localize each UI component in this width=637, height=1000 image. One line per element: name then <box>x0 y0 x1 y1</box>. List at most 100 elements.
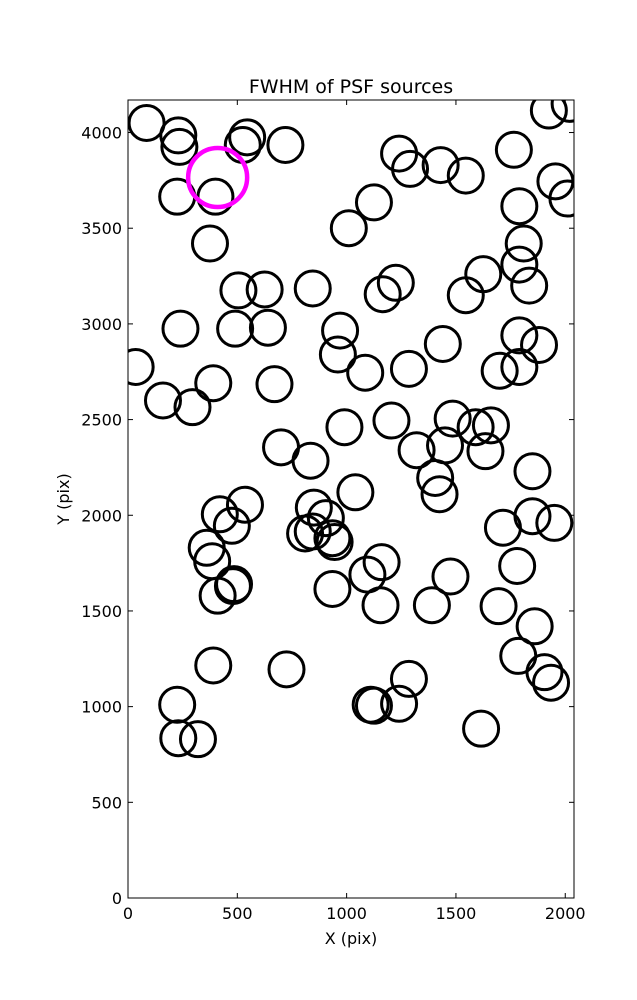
y-tick-label: 1000 <box>81 698 122 717</box>
source-marker-99 <box>389 659 428 698</box>
source-marker-44 <box>143 381 182 420</box>
source-marker-79 <box>313 569 352 608</box>
source-marker-45 <box>173 388 212 427</box>
source-marker-61 <box>513 452 552 491</box>
source-marker-83 <box>412 586 451 625</box>
plot-frame <box>127 99 575 899</box>
source-marker-39 <box>500 316 539 355</box>
source-marker-49 <box>372 401 411 440</box>
source-marker-89 <box>525 653 564 692</box>
source-marker-38 <box>423 324 462 363</box>
source-marker-36 <box>346 353 385 392</box>
data-points <box>128 100 574 759</box>
source-marker-14 <box>500 187 539 226</box>
y-tick-label: 0 <box>112 889 122 908</box>
y-tick-label: 1500 <box>81 602 122 621</box>
source-marker-69 <box>193 542 232 581</box>
source-marker-32 <box>216 309 255 348</box>
y-axis-label: Y (pix) <box>54 473 73 525</box>
source-marker-51 <box>456 408 495 447</box>
source-marker-33 <box>248 308 287 347</box>
source-marker-3 <box>228 118 267 157</box>
source-marker-27 <box>363 275 402 314</box>
source-marker-93 <box>158 685 197 724</box>
x-tick-label: 0 <box>123 904 133 923</box>
source-marker-1 <box>159 116 198 155</box>
source-marker-25 <box>446 276 485 315</box>
source-marker-75 <box>293 512 332 551</box>
source-marker-57 <box>291 441 330 480</box>
source-marker-94 <box>159 719 198 758</box>
source-marker-100 <box>462 709 501 748</box>
source-marker-35 <box>318 335 357 374</box>
source-marker-86 <box>498 546 537 585</box>
y-tick-label: 2000 <box>81 506 122 525</box>
y-axis: 0 500 1000 1500 2000 2500 3000 3500 4000 <box>81 124 574 908</box>
source-marker-84 <box>431 557 470 596</box>
y-tick-label: 4000 <box>81 124 122 143</box>
x-tick-label: 500 <box>222 904 253 923</box>
source-marker-29 <box>219 271 258 310</box>
source-marker-76 <box>306 499 345 538</box>
source-marker-26 <box>376 263 415 302</box>
source-marker-15 <box>529 100 568 130</box>
source-marker-53 <box>466 432 505 471</box>
source-marker-30 <box>245 270 284 309</box>
source-marker-20 <box>329 209 368 248</box>
source-marker-97 <box>354 686 393 725</box>
source-marker-58 <box>416 458 455 497</box>
source-marker-66 <box>200 495 239 534</box>
source-marker-63 <box>513 497 552 536</box>
source-marker-12 <box>446 156 485 195</box>
source-marker-65 <box>225 485 264 524</box>
source-marker-90 <box>532 663 571 702</box>
source-marker-28 <box>293 269 332 308</box>
source-marker-24 <box>464 255 503 294</box>
source-marker-98 <box>380 684 419 723</box>
source-marker-18 <box>548 179 574 218</box>
source-marker-8 <box>190 224 229 263</box>
source-marker-82 <box>361 586 400 625</box>
source-marker-2 <box>160 127 199 166</box>
source-marker-37 <box>389 349 428 388</box>
source-marker-48 <box>325 408 364 447</box>
source-marker-0 <box>128 103 166 142</box>
source-marker-72 <box>213 567 252 606</box>
y-tick-label: 3000 <box>81 315 122 334</box>
source-marker-73 <box>294 488 333 527</box>
source-marker-81 <box>362 543 401 582</box>
x-tick-label: 1000 <box>326 904 367 923</box>
source-marker-31 <box>161 309 200 348</box>
source-marker-60 <box>336 473 375 512</box>
source-marker-5 <box>266 125 305 164</box>
source-marker-91 <box>194 646 233 685</box>
source-marker-92 <box>267 650 306 689</box>
source-marker-87 <box>515 607 554 646</box>
source-marker-13 <box>494 130 533 169</box>
y-tick-label: 500 <box>91 793 122 812</box>
source-marker-11 <box>421 146 460 185</box>
source-marker-59 <box>420 475 459 514</box>
y-tick-label: 3500 <box>81 219 122 238</box>
source-marker-43 <box>128 347 155 386</box>
source-marker-52 <box>471 406 510 445</box>
source-marker-54 <box>397 431 436 470</box>
source-marker-85 <box>479 587 518 626</box>
source-marker-41 <box>480 351 519 390</box>
x-tick-label: 2000 <box>545 904 586 923</box>
chart-title: FWHM of PSF sources <box>249 76 453 98</box>
source-marker-78 <box>315 523 354 562</box>
source-marker-47 <box>255 365 294 404</box>
source-marker-10 <box>391 149 430 188</box>
x-axis-label: X (pix) <box>325 929 378 948</box>
source-marker-22 <box>500 245 539 284</box>
source-marker-67 <box>212 506 251 545</box>
x-axis: 0 500 1000 1500 2000 <box>123 100 586 923</box>
source-marker-16 <box>550 100 574 123</box>
source-marker-64 <box>535 503 574 542</box>
source-marker-46 <box>194 364 233 403</box>
source-marker-77 <box>313 519 352 558</box>
source-marker-23 <box>510 266 549 305</box>
x-tick-label: 1500 <box>436 904 477 923</box>
